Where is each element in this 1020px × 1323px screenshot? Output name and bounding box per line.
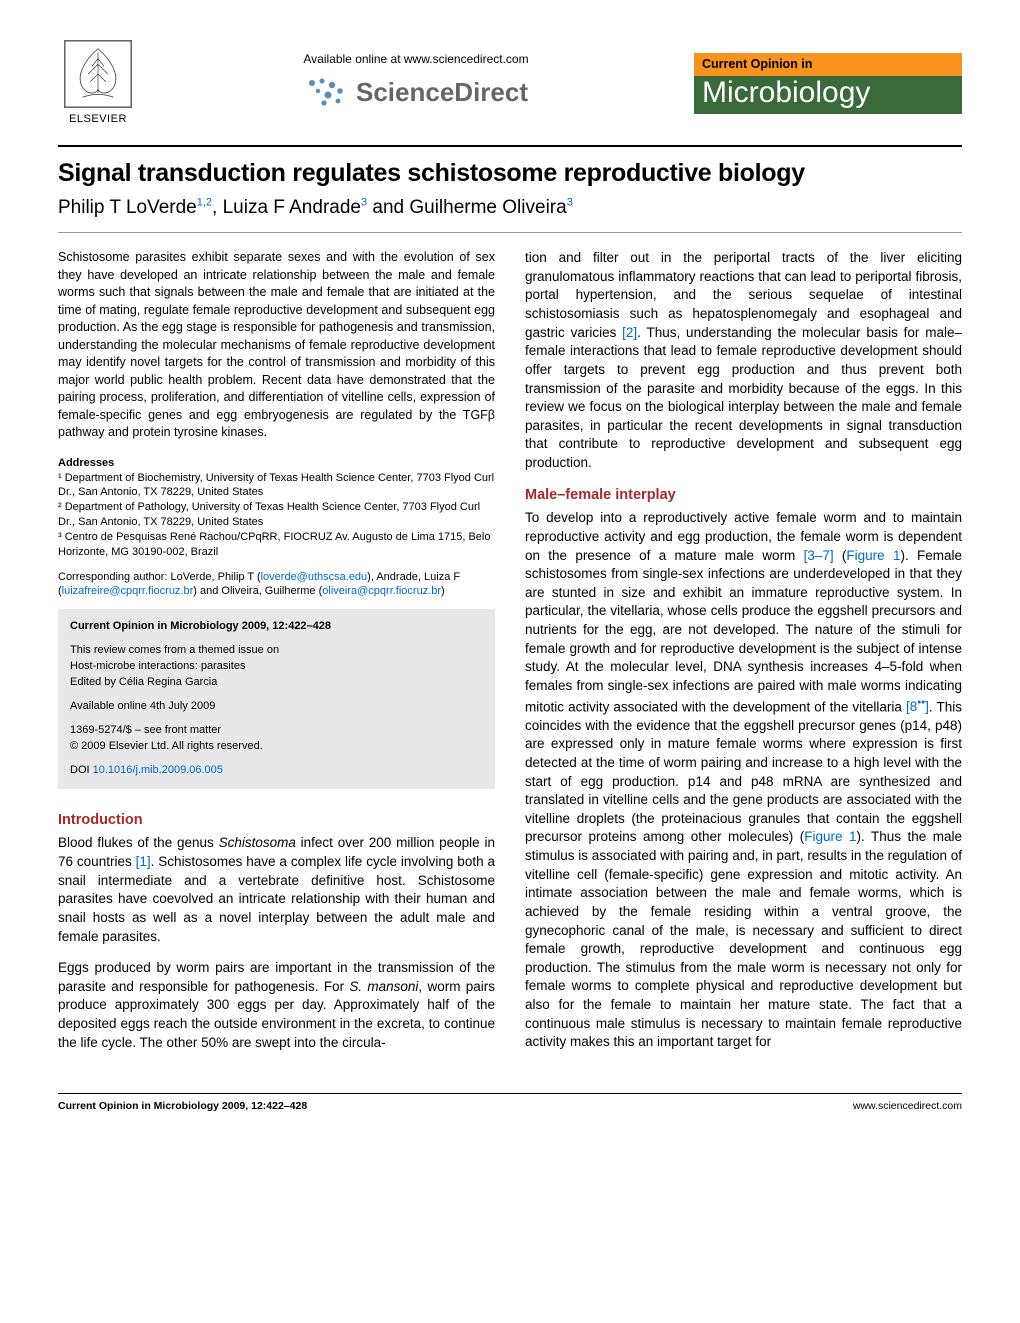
body-paragraph: Eggs produced by worm pairs are importan… <box>58 959 495 1052</box>
right-column: tion and filter out in the periportal tr… <box>525 249 962 1065</box>
available-online-text: Available online at www.sciencedirect.co… <box>158 51 674 67</box>
section-heading-interplay: Male–female interplay <box>525 486 962 506</box>
figure-link[interactable]: Figure 1 <box>804 829 856 844</box>
footer-left: Current Opinion in Microbiology 2009, 12… <box>58 1099 307 1113</box>
article-title: Signal transduction regulates schistosom… <box>58 157 962 191</box>
sciencedirect-swirl-icon <box>304 75 348 111</box>
citation-meta-box: Current Opinion in Microbiology 2009, 12… <box>58 609 495 789</box>
available-date: Available online 4th July 2009 <box>70 699 483 715</box>
author-affil: 1,2 <box>197 196 212 208</box>
title-block: Signal transduction regulates schistosom… <box>58 145 962 233</box>
header-bar: ELSEVIER Available online at www.science… <box>58 40 962 127</box>
corresponding-author: Corresponding author: LoVerde, Philip T … <box>58 570 495 600</box>
badge-bottom-text: Microbiology <box>694 76 962 114</box>
email-link[interactable]: luizafreire@cpqrr.fiocruz.br <box>62 585 194 597</box>
citation-link[interactable]: [1] <box>136 854 151 869</box>
doi-line: DOI 10.1016/j.mib.2009.06.005 <box>70 763 483 779</box>
author-affil: 3 <box>361 196 367 208</box>
copyright-text: © 2009 Elsevier Ltd. All rights reserved… <box>70 739 483 755</box>
page-footer: Current Opinion in Microbiology 2009, 12… <box>58 1093 962 1113</box>
header-center: Available online at www.sciencedirect.co… <box>158 51 674 116</box>
left-column: Schistosome parasites exhibit separate s… <box>58 249 495 1065</box>
issn-text: 1369-5274/$ – see front matter <box>70 723 483 739</box>
email-link[interactable]: oliveira@cpqrr.fiocruz.br <box>322 585 441 597</box>
body-paragraph: Blood flukes of the genus Schistosoma in… <box>58 834 495 946</box>
footer-right: www.sciencedirect.com <box>853 1099 962 1113</box>
sciencedirect-text: ScienceDirect <box>356 75 528 110</box>
author-name: Philip T LoVerde <box>58 197 197 218</box>
section-heading-introduction: Introduction <box>58 811 495 831</box>
addresses-heading: Addresses <box>58 456 495 471</box>
author-name: Luiza F Andrade <box>223 197 361 218</box>
body-paragraph: To develop into a reproductively active … <box>525 509 962 1052</box>
figure-link[interactable]: Figure 1 <box>846 548 900 563</box>
author-affil: 3 <box>567 196 573 208</box>
author-name: Guilherme Oliveira <box>409 197 566 218</box>
abstract-text: Schistosome parasites exhibit separate s… <box>58 249 495 442</box>
doi-label: DOI <box>70 764 90 776</box>
badge-top-text: Current Opinion in <box>694 53 962 76</box>
publisher-logo: ELSEVIER <box>58 40 138 127</box>
sciencedirect-logo: ScienceDirect <box>304 75 528 111</box>
publisher-name: ELSEVIER <box>69 112 127 127</box>
two-column-body: Schistosome parasites exhibit separate s… <box>58 249 962 1065</box>
doi-link[interactable]: 10.1016/j.mib.2009.06.005 <box>93 764 223 776</box>
body-paragraph: tion and filter out in the periportal tr… <box>525 249 962 473</box>
citation-line: Current Opinion in Microbiology 2009, 12… <box>70 619 483 635</box>
themed-issue-text: This review comes from a themed issue on… <box>70 643 483 691</box>
email-link[interactable]: loverde@uthscsa.edu <box>261 571 368 583</box>
authors-line: Philip T LoVerde1,2, Luiza F Andrade3 an… <box>58 195 962 221</box>
addresses-text: ¹ Department of Biochemistry, University… <box>58 471 495 560</box>
elsevier-tree-icon <box>64 40 132 108</box>
page: ELSEVIER Available online at www.science… <box>0 0 1020 1143</box>
citation-link[interactable]: [8••] <box>906 699 929 714</box>
citation-link[interactable]: [2] <box>622 325 637 340</box>
journal-badge: Current Opinion in Microbiology <box>694 53 962 114</box>
citation-link[interactable]: [3–7] <box>804 548 834 563</box>
